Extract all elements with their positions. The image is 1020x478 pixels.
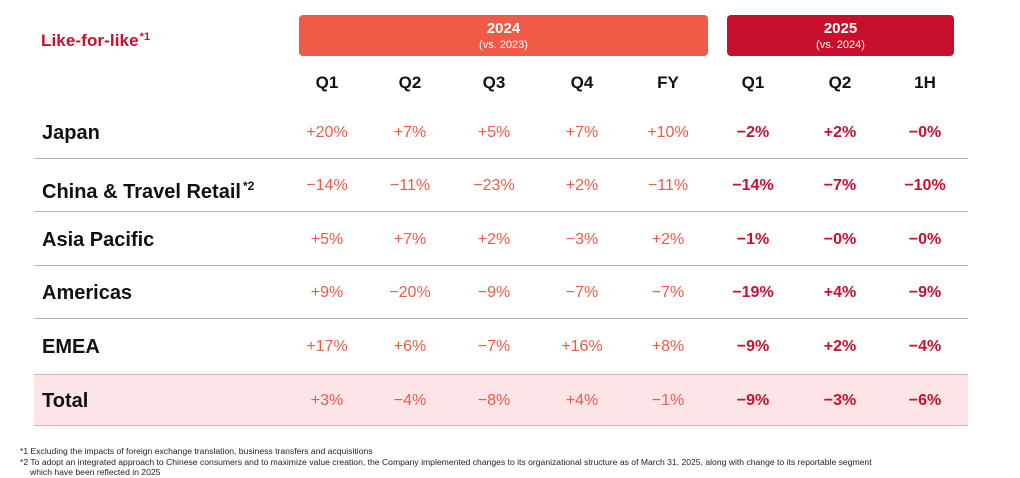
table-cell: +2% (565, 177, 599, 194)
table-cell: +4% (823, 284, 857, 301)
row-label: Asia Pacific (42, 214, 154, 266)
table-cell: −0% (823, 231, 857, 248)
table-row-total: Total +3% −4% −8% +4% −1% −9% −3% −6% (34, 374, 968, 426)
table-cell: −3% (565, 231, 599, 248)
table-cell: +2% (477, 231, 511, 248)
table-cell: +7% (393, 231, 427, 248)
table-row: Asia Pacific +5% +7% +2% −3% +2% −1% −0% −0% (34, 214, 968, 266)
table-cell: −9% (477, 284, 511, 301)
table-cell: −9% (908, 284, 942, 301)
page-title: Like-for-like*1 (41, 31, 151, 50)
column-header-2024-q3: Q3 (482, 73, 506, 92)
table-cell: +17% (306, 338, 348, 355)
table-row: Japan +20% +7% +5% +7% +10% −2% +2% −0% (34, 107, 968, 159)
footnotes: *1 Excluding the impacts of foreign exch… (20, 446, 1000, 478)
table-cell: +2% (823, 338, 857, 355)
table-cell: −2% (736, 124, 770, 141)
table-cell: +8% (651, 338, 685, 355)
table-cell: −8% (477, 392, 511, 409)
footnote-2: *2 To adopt an integrated approach to Ch… (20, 456, 872, 467)
year-label-2024: 2024 (486, 20, 521, 37)
column-header-2024-fy: FY (657, 73, 679, 92)
column-header-2025-1h: 1H (914, 73, 936, 92)
table-cell: −3% (823, 392, 857, 409)
table-cell: +2% (823, 124, 857, 141)
table-cell: −11% (647, 177, 689, 194)
row-label: Japan (42, 107, 100, 159)
table-cell: −7% (477, 338, 511, 355)
table-cell: −6% (908, 392, 942, 409)
table-cell: +5% (477, 124, 511, 141)
column-header-2025-q2: Q2 (828, 73, 852, 92)
table-cell: +9% (310, 284, 344, 301)
row-label-text: Americas (42, 282, 133, 304)
row-label: EMEA (42, 321, 100, 373)
table-cell: −14% (306, 177, 348, 194)
table-cell: +6% (393, 338, 427, 355)
row-label: Total (42, 375, 88, 427)
table-cell: −14% (732, 177, 774, 194)
footnote-1: *1 Excluding the impacts of foreign exch… (20, 446, 373, 456)
table-cell: +7% (565, 124, 599, 141)
table-cell: −20% (389, 284, 431, 301)
row-footnote-mark: *2 (242, 179, 255, 193)
table-cell: −19% (732, 284, 774, 301)
table-cell: +4% (565, 392, 599, 409)
column-header-2024-q4: Q4 (570, 73, 594, 92)
table-row: China & Travel Retail *2 −14% −11% −23% +2% −1… (34, 160, 968, 212)
row-label-text: Asia Pacific (42, 229, 155, 251)
table-cell: −7% (565, 284, 599, 301)
table-cell: −0% (908, 124, 942, 141)
table-cell: +3% (310, 392, 344, 409)
table-cell: −9% (736, 338, 770, 355)
table-cell: −4% (908, 338, 942, 355)
footnote-2-continued: which have been reflected in 2025 (30, 467, 161, 478)
table-cell: +7% (393, 124, 427, 141)
row-label-text: China & Travel Retail (42, 181, 241, 203)
title-footnote-mark: *1 (139, 31, 151, 43)
table-row: Americas +9% −20% −9% −7% −7% −19% +4% −9% (34, 267, 968, 319)
table-cell: −7% (651, 284, 685, 301)
table-cell: −1% (651, 392, 685, 409)
year-band-2025: 2025 (vs. 2024) (727, 15, 954, 56)
table-cell: −7% (823, 177, 857, 194)
table-cell: −10% (904, 177, 946, 194)
table-cell: +16% (561, 338, 603, 355)
year-comparison-2024: (vs. 2023) (479, 39, 528, 51)
table-cell: +5% (310, 231, 344, 248)
column-header-2024-q2: Q2 (398, 73, 422, 92)
table-cell: −1% (736, 231, 770, 248)
table-cell: +2% (651, 231, 685, 248)
column-header-2024-q1: Q1 (315, 73, 339, 92)
table-cell: −4% (393, 392, 427, 409)
row-label-text: EMEA (42, 336, 100, 358)
year-comparison-2025: (vs. 2024) (816, 39, 865, 51)
column-header-2025-q1: Q1 (741, 73, 765, 92)
table-cell: +10% (647, 124, 689, 141)
row-label-text: Total (42, 390, 89, 412)
year-band-2024: 2024 (vs. 2023) (299, 15, 708, 56)
year-label-2025: 2025 (823, 20, 858, 37)
table-cell: +20% (306, 124, 348, 141)
row-label-text: Japan (42, 122, 100, 144)
table-cell: −9% (736, 392, 770, 409)
table-row: EMEA +17% +6% −7% +16% +8% −9% +2% −4% (34, 321, 968, 373)
row-label: Americas (42, 267, 132, 319)
table-cell: −23% (473, 177, 515, 194)
table-cell: −11% (389, 177, 431, 194)
table-cell: −0% (908, 231, 942, 248)
row-label: China & Travel Retail *2 (42, 160, 254, 212)
